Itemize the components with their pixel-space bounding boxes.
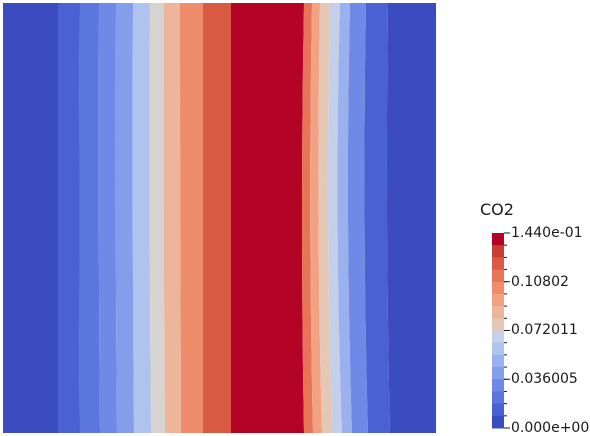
co2-contour-band	[79, 3, 100, 433]
co2-contour-band	[98, 3, 117, 433]
co2-contour-band	[3, 3, 58, 433]
co2-contour-band	[203, 3, 231, 433]
co2-contour-band	[327, 3, 342, 433]
co2-contour-band	[149, 3, 165, 433]
legend-color-swatch	[492, 354, 504, 368]
co2-contour-band	[115, 3, 134, 433]
co2-contour-band	[180, 3, 203, 433]
legend-color-swatch	[492, 293, 504, 307]
legend-tick-label: 0.036005	[511, 371, 578, 388]
legend-color-swatch	[492, 391, 504, 405]
co2-contour-band	[163, 3, 181, 433]
legend-color-swatch	[492, 342, 504, 356]
legend-tick-label: 0.072011	[511, 322, 578, 339]
legend-color-swatch	[492, 330, 504, 344]
co2-contour-band	[132, 3, 151, 433]
co2-contour-band	[231, 3, 304, 433]
legend-tick-label: 0.10802	[511, 273, 569, 290]
legend-color-swatch	[492, 415, 504, 429]
co2-contour-band	[302, 3, 313, 433]
co2-contour-band	[318, 3, 332, 433]
co2-contour-band	[386, 3, 436, 433]
legend-color-swatch	[492, 281, 504, 295]
legend-color-swatch	[492, 269, 504, 283]
legend-color-swatch	[492, 379, 504, 392]
legend-tick-label: 1.440e-01	[511, 225, 583, 241]
legend-color-swatch	[492, 233, 504, 246]
co2-contour-band	[337, 3, 352, 433]
co2-contour-band	[58, 3, 80, 433]
co2-contour-band	[310, 3, 322, 433]
co2-contour-band	[364, 3, 390, 433]
legend-color-swatch	[492, 367, 504, 380]
co2-contour-band	[347, 3, 368, 433]
legend-color-swatch	[492, 403, 504, 417]
legend-title: CO2	[480, 200, 514, 219]
legend-color-swatch	[492, 306, 504, 319]
legend-color-swatch	[492, 318, 504, 331]
legend-tick-label: 0.000e+00	[511, 420, 590, 436]
legend-color-swatch	[492, 245, 504, 258]
legend-color-swatch	[492, 257, 504, 271]
